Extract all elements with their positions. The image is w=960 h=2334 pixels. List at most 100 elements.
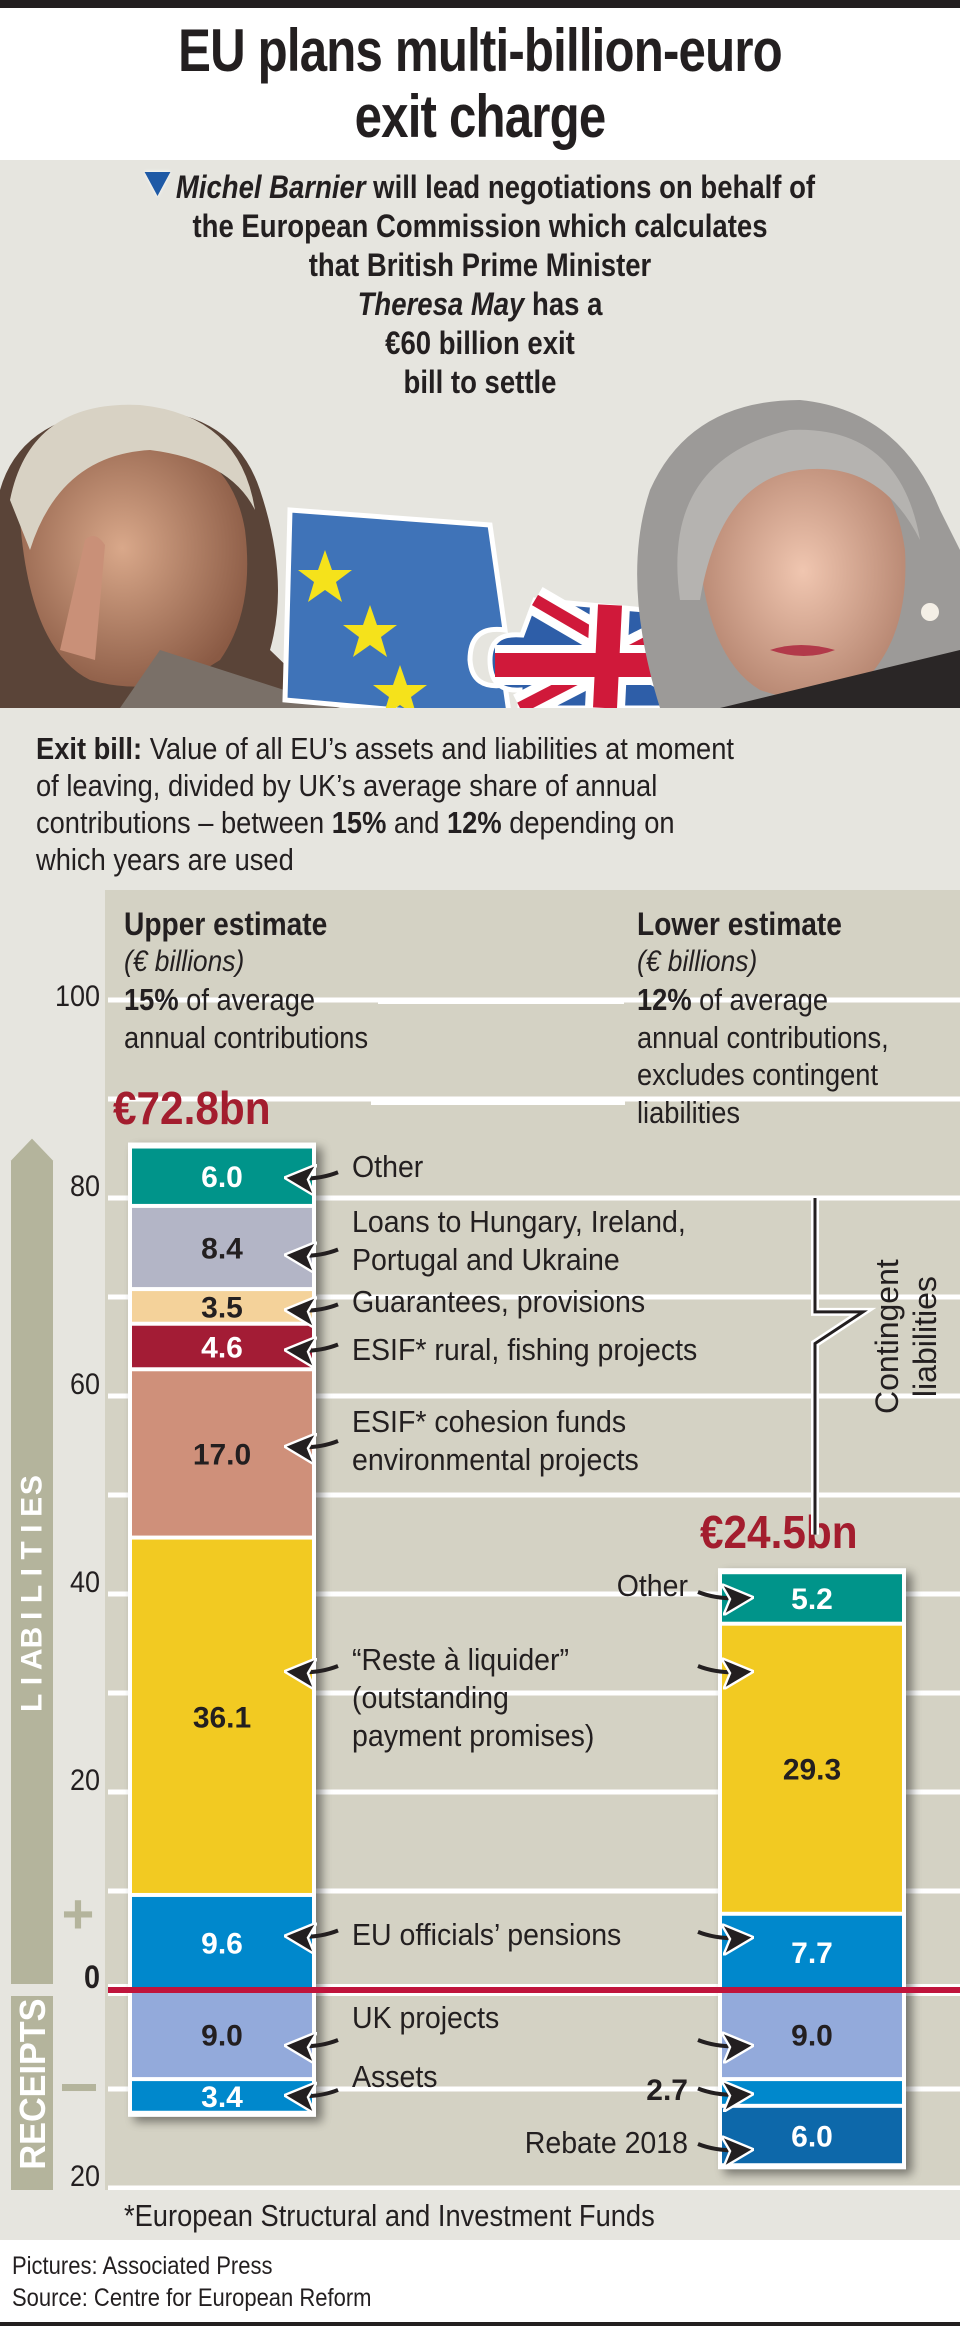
- pointer-arrow-icon: [292, 2090, 339, 2096]
- segment-value-label: 36.1: [193, 1701, 251, 1734]
- label-assets: Assets: [352, 2060, 438, 2094]
- contingent-bracket: [813, 1198, 868, 1535]
- upper-estimate-title: Upper estimate: [124, 907, 327, 942]
- pointer-arrow-icon: [697, 2040, 746, 2046]
- liabilities-letter: S: [16, 1475, 49, 1495]
- lower-estimate-desc: annual contributions,: [637, 1021, 889, 1055]
- label-uk-projects: UK projects: [352, 2001, 499, 2035]
- lower-estimate-bar: [718, 1568, 906, 2170]
- credits: Pictures: Associated Press Source: Centr…: [12, 2250, 372, 2314]
- pointer-arrow-icon: [697, 2088, 746, 2094]
- pointer-arrow-icon: [292, 1304, 339, 1310]
- pointer-arrow-icon: [292, 1666, 339, 1672]
- label-esif-cohesion: environmental projects: [352, 1443, 639, 1477]
- may-photo: [637, 400, 960, 708]
- page-title: EU plans multi-billion-euro exit charge: [86, 18, 873, 150]
- pointer-arrow-icon: [697, 1932, 746, 1938]
- segment-value-label: 29.3: [783, 1754, 841, 1787]
- bottom-rule: [0, 2322, 960, 2326]
- pointer-arrow-icon: [292, 1250, 339, 1256]
- receipts-arrow: [11, 1996, 53, 2220]
- exit-bill-text: Exit bill: Value of all EU’s assets and …: [36, 730, 828, 878]
- footnote-panel: [0, 2190, 960, 2240]
- label-reste: “Reste à liquider”: [352, 1643, 569, 1677]
- label-other: Other: [352, 1150, 423, 1184]
- person-name: Michel Barnier: [175, 169, 366, 205]
- photo-illustration: [0, 400, 960, 708]
- segment-value-label: 3.5: [201, 1291, 243, 1324]
- liabilities-letter: B: [16, 1627, 49, 1649]
- segment-value-label: 9.0: [791, 2020, 833, 2053]
- bar-segment: [722, 2081, 902, 2104]
- segment-value-label: 2.7: [646, 2074, 688, 2107]
- bar-segment: [132, 2081, 312, 2111]
- bracket-bg: [811, 1198, 877, 1535]
- exit-bill-line: contributions – between: [36, 805, 332, 840]
- footnote: *European Structural and Investment Fund…: [124, 2198, 655, 2233]
- bar-segment: [132, 1291, 312, 1322]
- y-tick-label: 80: [70, 1170, 100, 1204]
- bar-segment: [132, 1896, 312, 1988]
- pointer-arrow-icon: [292, 1345, 339, 1351]
- pointer-arrow-icon: [292, 1172, 339, 1178]
- y-tick-label: 100: [55, 980, 100, 1014]
- intro-line: bill to settle: [102, 363, 859, 402]
- lower-estimate-units: (€ billions): [637, 943, 757, 977]
- bar-segment: [132, 1207, 312, 1288]
- pointer-arrow-icon: [292, 1930, 339, 1936]
- liabilities-letter: A: [16, 1649, 49, 1671]
- upper-estimate-desc: 15% of average: [124, 983, 315, 1017]
- lower-estimate-desc: 12% of average: [637, 983, 828, 1017]
- barnier-photo: [0, 404, 340, 708]
- intro-text-segment: the European Commission which calculates: [192, 208, 768, 244]
- pointer-arrow-icon: [697, 2144, 746, 2150]
- label-other-right: Other: [617, 1569, 688, 1603]
- intro-line: Theresa May has a: [102, 285, 859, 324]
- pointer-arrow-icon: [697, 1592, 746, 1598]
- intro-text-segment: that British Prime Minister: [308, 247, 652, 283]
- label-loans: Loans to Hungary, Ireland,: [352, 1205, 686, 1239]
- label-reste: payment promises): [352, 1719, 594, 1753]
- intro-text: Michel Barnier will lead negotiations on…: [102, 168, 859, 402]
- lower-estimate-desc: excludes contingent: [637, 1058, 878, 1092]
- intro-line: that British Prime Minister: [102, 246, 859, 285]
- lower-estimate-title: Lower estimate: [637, 907, 842, 942]
- label-guarantees: Guarantees, provisions: [352, 1285, 645, 1319]
- source-credit: Source: Centre for European Reform: [12, 2284, 372, 2312]
- pointer-arrow-icon: [292, 1441, 339, 1447]
- segment-value-label: 9.0: [201, 2020, 243, 2053]
- top-rule: [0, 0, 960, 8]
- person-name: Theresa May: [357, 286, 525, 322]
- segment-value-label: 7.7: [791, 1937, 833, 1970]
- intro-panel: Michel Barnier will lead negotiations on…: [0, 160, 960, 708]
- minus-sign: [62, 2084, 96, 2092]
- liabilities-letter: I: [16, 1612, 49, 1620]
- bar-segment: [132, 1539, 312, 1893]
- liabilities-arrow: [11, 1138, 53, 1984]
- exit-bill-line: and: [386, 805, 448, 840]
- bar-segment: [132, 1992, 312, 2078]
- label-esif-rural: ESIF* rural, fishing projects: [352, 1333, 697, 1367]
- segment-value-label: 9.6: [201, 1927, 243, 1960]
- contingent-label: liabilities: [907, 1276, 943, 1397]
- intro-text-segment: bill to settle: [403, 364, 557, 400]
- liabilities-letter: L: [16, 1694, 49, 1712]
- y-tick-label: 0: [84, 1960, 100, 1996]
- intro-text-segment: will lead negotiations on behalf of: [365, 169, 816, 205]
- y-tick-label: 20: [70, 2160, 100, 2194]
- exit-bill-line: depending on: [501, 805, 675, 840]
- intro-line: €60 billion exit: [102, 324, 859, 363]
- y-tick-label: 20: [70, 1764, 100, 1798]
- liabilities-letter: I: [16, 1568, 49, 1576]
- label-pensions: EU officials’ pensions: [352, 1918, 621, 1952]
- segment-value-label: 6.0: [791, 2121, 833, 2154]
- exit-bill-line: Value of all EU’s assets and liabilities…: [142, 731, 734, 766]
- upper-estimate-desc: annual contributions: [124, 1021, 368, 1055]
- leader-line: [378, 998, 624, 1004]
- bar-segment: [132, 1325, 312, 1368]
- upper-total-label: €72.8bn: [113, 1083, 271, 1134]
- y-tick-label: 40: [70, 1566, 100, 1600]
- exit-bill-line: which years are used: [36, 842, 294, 877]
- exit-bill-panel: Exit bill: Value of all EU’s assets and …: [0, 708, 960, 890]
